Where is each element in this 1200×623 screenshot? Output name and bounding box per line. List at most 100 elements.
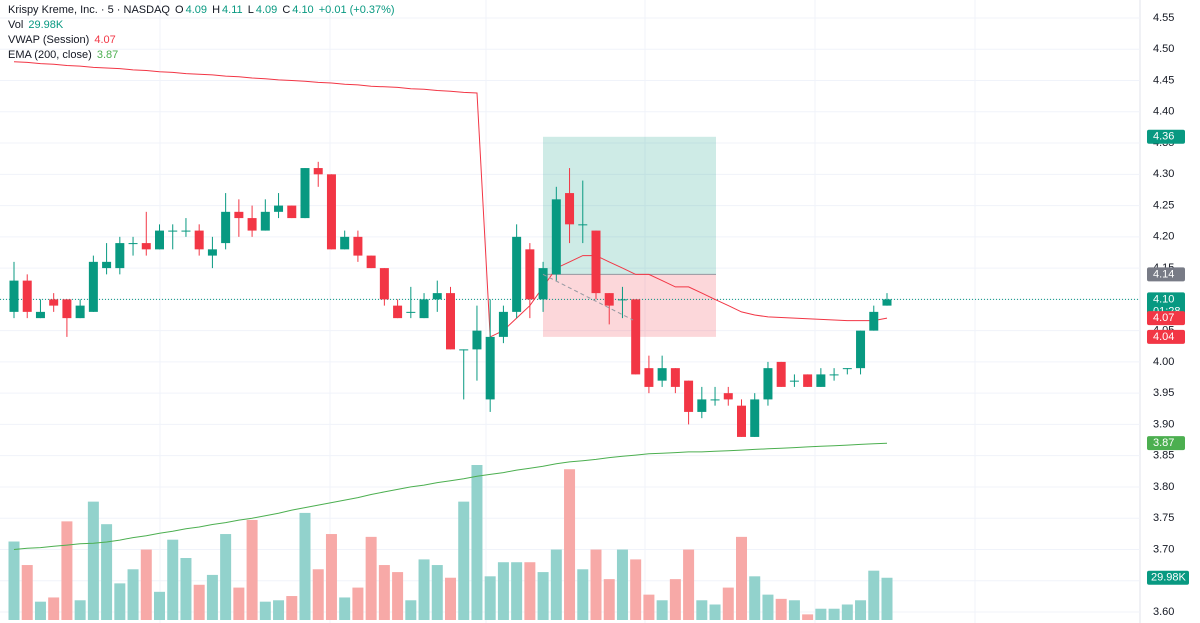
volume-bar — [603, 579, 615, 620]
candle-body — [49, 299, 59, 306]
o-key: O — [175, 4, 184, 16]
volume-bar — [405, 600, 417, 620]
c-key: C — [282, 4, 291, 16]
candle-body — [856, 330, 866, 369]
volume-bar — [709, 604, 721, 620]
candle-body — [803, 374, 813, 387]
price-badge — [1147, 267, 1185, 282]
volume-bar — [511, 562, 523, 620]
candle-body — [538, 268, 548, 300]
y-tick-label: 3.75 — [1153, 512, 1174, 524]
volume-bar — [8, 541, 20, 620]
volume-bar — [497, 562, 509, 620]
candle-body — [432, 293, 442, 300]
volume-bar — [21, 565, 33, 620]
volume-bar — [339, 597, 351, 620]
volume-bar — [669, 579, 681, 620]
o-value: 4.09 — [185, 4, 208, 16]
volume-bar — [683, 549, 695, 620]
candle-body — [207, 249, 217, 256]
candle-body — [723, 393, 733, 400]
time-grid — [159, 0, 976, 623]
y-tick-label: 4.20 — [1153, 231, 1174, 243]
candle-body — [340, 236, 350, 250]
candle-body — [737, 405, 746, 437]
volume-bar — [802, 614, 814, 620]
candle-body — [750, 399, 760, 437]
ema-value: 3.87 — [96, 49, 119, 61]
vwap-name: VWAP (Session) — [8, 34, 90, 46]
candle-body — [313, 168, 323, 175]
vol-name: Vol — [8, 19, 24, 31]
volume-badge-label: 29.98K — [1151, 572, 1187, 584]
loss-zone — [543, 274, 716, 337]
candle-body — [155, 230, 164, 250]
candle-body — [446, 293, 455, 350]
volume-bar — [855, 600, 867, 620]
volume-bar — [458, 501, 470, 620]
candle-body — [366, 255, 376, 269]
candle-body — [604, 293, 614, 306]
volume-bar — [312, 569, 324, 620]
volume-bar — [881, 577, 893, 620]
candle-body — [644, 368, 654, 387]
y-tick-label: 3.80 — [1153, 481, 1174, 493]
candle-body — [697, 399, 707, 412]
volume-bar — [101, 524, 113, 620]
volume-bar — [193, 584, 205, 620]
candle-body — [141, 243, 151, 250]
volume-bar — [127, 569, 139, 620]
volume-bar — [180, 558, 192, 620]
volume-bar — [775, 598, 787, 620]
y-tick-label: 4.00 — [1153, 356, 1174, 368]
price-badge-label: 4.14 — [1153, 268, 1174, 280]
candle-body — [102, 261, 112, 269]
candle-body — [181, 230, 191, 232]
candle-body — [498, 311, 508, 337]
volume-bar — [722, 587, 734, 620]
y-tick-label: 3.95 — [1153, 387, 1174, 399]
candle-body — [419, 299, 429, 319]
candle-body — [617, 299, 627, 301]
volume-bar — [365, 536, 377, 620]
volume-bar — [656, 600, 668, 620]
candle-body — [353, 236, 363, 256]
volume-bar — [352, 587, 364, 620]
candle-body — [631, 299, 641, 375]
volume-bar — [392, 572, 404, 620]
price-badge-label: 4.10 — [1153, 293, 1174, 305]
candle-body — [62, 299, 72, 319]
volume-bar — [736, 536, 747, 620]
volume-bar — [286, 596, 298, 620]
volume-bar — [484, 576, 496, 620]
candle-body — [684, 380, 694, 412]
l-value: 4.09 — [255, 4, 278, 16]
volume-bar — [325, 534, 337, 620]
trade-path — [542, 273, 634, 321]
price-badge-label: 3.87 — [1153, 437, 1174, 449]
candle-body — [512, 236, 522, 312]
volume-bar — [140, 549, 152, 620]
volume-bar — [841, 604, 853, 620]
indicator-line — [13, 61, 888, 338]
symbol: Krispy Kreme, Inc. · 5 · NASDAQ — [8, 4, 170, 16]
volume-bar — [616, 549, 628, 620]
candle-body — [763, 368, 773, 400]
volume-bar — [87, 501, 99, 620]
change: +0.01 (+0.37%) — [318, 4, 395, 16]
volume-bar — [445, 577, 456, 620]
candle-body — [35, 311, 45, 319]
candle-body — [869, 311, 879, 331]
y-tick-label: 3.85 — [1153, 450, 1174, 462]
volume-bar — [246, 519, 258, 620]
price-badge — [1147, 129, 1185, 144]
y-tick-label: 4.25 — [1153, 199, 1174, 211]
candle-body — [326, 174, 336, 250]
candle-body — [22, 280, 32, 312]
volume-bar — [815, 608, 827, 620]
price-badge — [1147, 436, 1185, 451]
candle-body — [88, 261, 98, 312]
candle-body — [75, 305, 85, 319]
candle-body — [657, 368, 667, 381]
